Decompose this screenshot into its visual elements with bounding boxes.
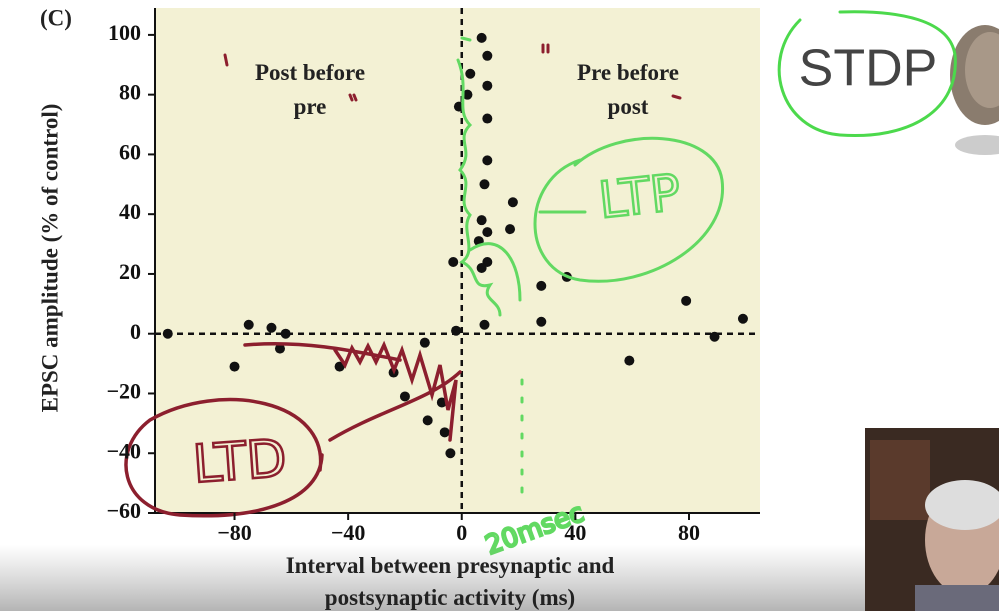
- data-point: [476, 215, 487, 226]
- brain-image: [950, 25, 999, 155]
- data-point: [422, 415, 433, 426]
- data-point: [465, 68, 476, 79]
- region-label: Post before pre: [255, 60, 365, 119]
- data-point: [439, 427, 450, 438]
- data-point: [624, 355, 635, 366]
- y-tick-label: 20: [119, 259, 141, 284]
- data-point: [445, 448, 456, 459]
- y-tick-label: 0: [130, 319, 141, 344]
- y-tick-label: −60: [106, 498, 141, 523]
- data-point: [482, 113, 493, 124]
- data-point: [737, 313, 748, 324]
- handwritten-note: LTP: [596, 163, 683, 229]
- data-point: [482, 80, 493, 91]
- y-tick-label: −40: [106, 438, 141, 463]
- data-point: [243, 319, 254, 330]
- data-point: [505, 224, 516, 235]
- data-point: [162, 328, 173, 339]
- points-layer: [162, 32, 748, 459]
- webcam: [865, 428, 999, 611]
- data-point: [482, 155, 493, 166]
- data-point: [476, 32, 487, 43]
- data-point: [476, 262, 487, 273]
- region-label: Pre before post: [577, 60, 679, 119]
- data-point: [451, 325, 462, 336]
- data-point: [419, 337, 430, 348]
- data-point: [536, 316, 547, 327]
- data-point: [536, 280, 547, 291]
- y-tick-label: −20: [106, 379, 141, 404]
- y-axis-label: EPSC amplitude (% of control): [37, 104, 62, 413]
- data-point: [274, 343, 285, 354]
- x-tick-label: 0: [456, 520, 467, 545]
- data-point: [482, 50, 493, 61]
- data-point: [334, 361, 345, 372]
- x-axis-label: Interval between presynaptic and postsyna…: [286, 553, 615, 610]
- y-tick-label: 40: [119, 199, 141, 224]
- data-point: [266, 322, 277, 333]
- panel-label: (C): [40, 5, 72, 30]
- x-tick-label: 40: [564, 520, 586, 545]
- y-tick-label: 100: [108, 20, 141, 45]
- handwritten-note: LTD: [191, 429, 289, 495]
- data-point: [709, 331, 720, 342]
- ink: [124, 10, 957, 518]
- y-tick-label: 60: [119, 139, 141, 164]
- data-point: [507, 197, 518, 208]
- x-tick-label: −40: [331, 520, 366, 545]
- data-point: [436, 397, 447, 408]
- data-point: [479, 179, 490, 190]
- data-point: [462, 89, 473, 100]
- x-tick-label: −80: [217, 520, 252, 545]
- data-point: [448, 256, 459, 267]
- slide-title: STDP: [799, 40, 938, 98]
- y-tick-label: 80: [119, 80, 141, 105]
- data-point: [482, 227, 493, 238]
- data-point: [399, 391, 410, 402]
- data-point: [681, 295, 692, 306]
- data-point: [479, 319, 490, 330]
- x-tick-label: 80: [678, 520, 700, 545]
- data-point: [229, 361, 240, 372]
- video-fade: [0, 545, 999, 611]
- data-point: [280, 328, 291, 339]
